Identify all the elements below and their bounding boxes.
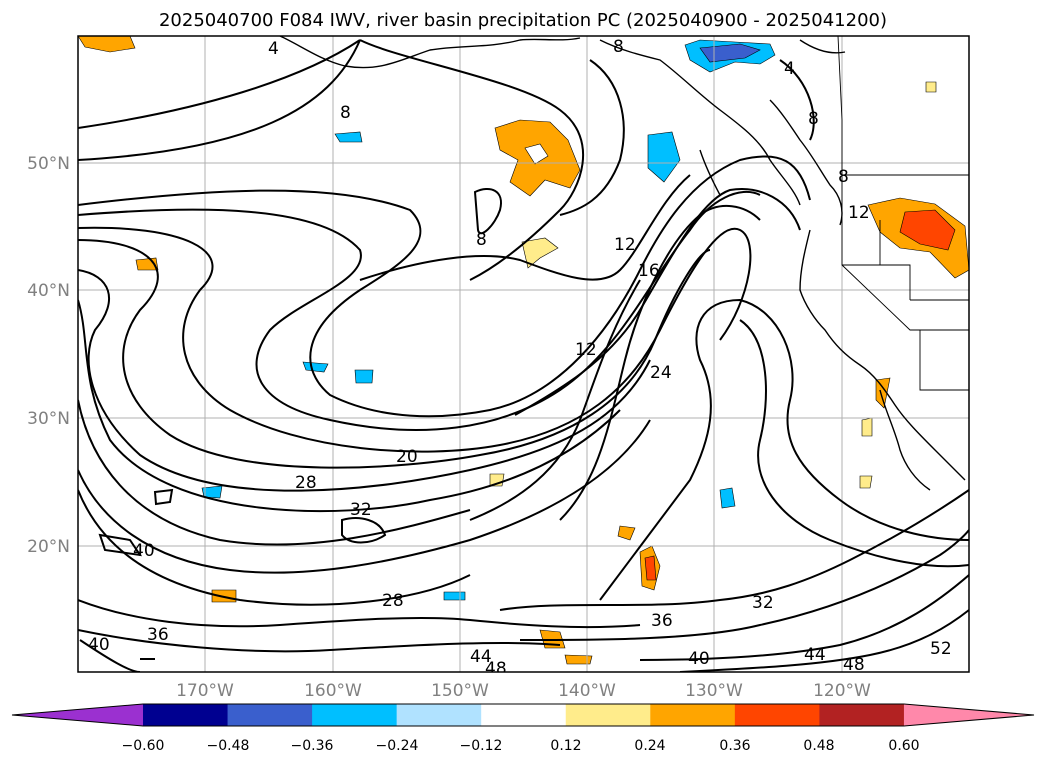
colorbar-tick-label: 0.12 [550,738,581,754]
colorbar-bin [397,704,482,726]
negative-patch [355,370,373,383]
colorbar-bin [819,704,904,726]
longitude-label: 120°W [813,681,871,701]
longitude-label: 140°W [558,681,616,701]
contour-label: 8 [476,230,487,250]
contour-label: 28 [382,591,404,611]
contour-label: 20 [396,447,418,467]
contour-label: 48 [485,659,507,679]
positive-patch [926,82,936,92]
latitude-label: 20°N [27,537,70,557]
contour-label: 44 [804,645,826,665]
contour-label: 16 [638,261,660,281]
colorbar-bin [650,704,735,726]
colorbar-tick-label: −0.48 [207,738,250,754]
colorbar-tick-label: −0.12 [460,738,503,754]
colorbar-bin [566,704,651,726]
contour-label: 8 [838,167,849,187]
colorbar-bin [735,704,820,726]
colorbar-tick-label: −0.36 [291,738,334,754]
contour-label: 12 [575,340,597,360]
latitude-axis: 50°N 40°N 30°N 20°N [27,154,70,557]
colorbar-bin [312,704,397,726]
contour-label: 40 [133,541,155,561]
colorbar-bin [228,704,313,726]
negative-patch [720,488,735,508]
colorbar-tick-label: 0.60 [888,738,919,754]
latitude-label: 30°N [27,409,70,429]
colorbar-bin [481,704,566,726]
contour-label: 12 [848,203,870,223]
colorbar-tick-label: 0.48 [803,738,834,754]
contour-label: 28 [295,473,317,493]
contour-label: 12 [614,235,636,255]
negative-patch [335,132,362,142]
latitude-label: 40°N [27,281,70,301]
colorbar: −0.60 −0.48 −0.36 −0.24 −0.12 0.12 0.24 … [12,704,1034,754]
contour-label: 24 [650,363,672,383]
contour-label: 4 [268,39,279,59]
contour-label: 8 [340,103,351,123]
negative-patch [444,592,465,600]
contour-label: 36 [147,625,169,645]
contour-label: 40 [688,649,710,669]
colorbar-cells [12,704,1034,726]
colorbar-ticks: −0.60 −0.48 −0.36 −0.24 −0.12 0.12 0.24 … [122,738,920,754]
colorbar-bin [143,704,228,726]
colorbar-tick-label: −0.24 [376,738,419,754]
longitude-label: 130°W [685,681,743,701]
colorbar-extension-high [904,704,1034,726]
colorbar-tick-label: 0.36 [719,738,750,754]
contour-label: 40 [88,635,110,655]
longitude-label: 170°W [176,681,234,701]
colorbar-extension-low [12,704,143,726]
contour-label: 32 [752,593,774,613]
contour-label: 32 [350,500,372,520]
contour-label: 36 [651,611,673,631]
positive-patch [645,556,656,580]
longitude-label: 150°W [431,681,489,701]
map-panel: 4 8 8 8 12 16 12 24 20 28 32 40 28 36 36… [78,36,969,679]
contour-label: 8 [808,109,819,129]
contour-label: 8 [613,37,624,57]
contour-label: 4 [784,59,795,79]
positive-patch [862,418,872,436]
longitude-axis: 170°W 160°W 150°W 140°W 130°W 120°W [176,681,871,701]
positive-patch [860,476,872,488]
positive-patch [565,655,592,664]
figure-title: 2025040700 F084 IWV, river basin precipi… [159,10,887,31]
contour-label: 52 [930,639,952,659]
latitude-label: 50°N [27,154,70,174]
colorbar-tick-label: 0.24 [634,738,665,754]
longitude-label: 160°W [304,681,362,701]
colorbar-tick-label: −0.60 [122,738,165,754]
